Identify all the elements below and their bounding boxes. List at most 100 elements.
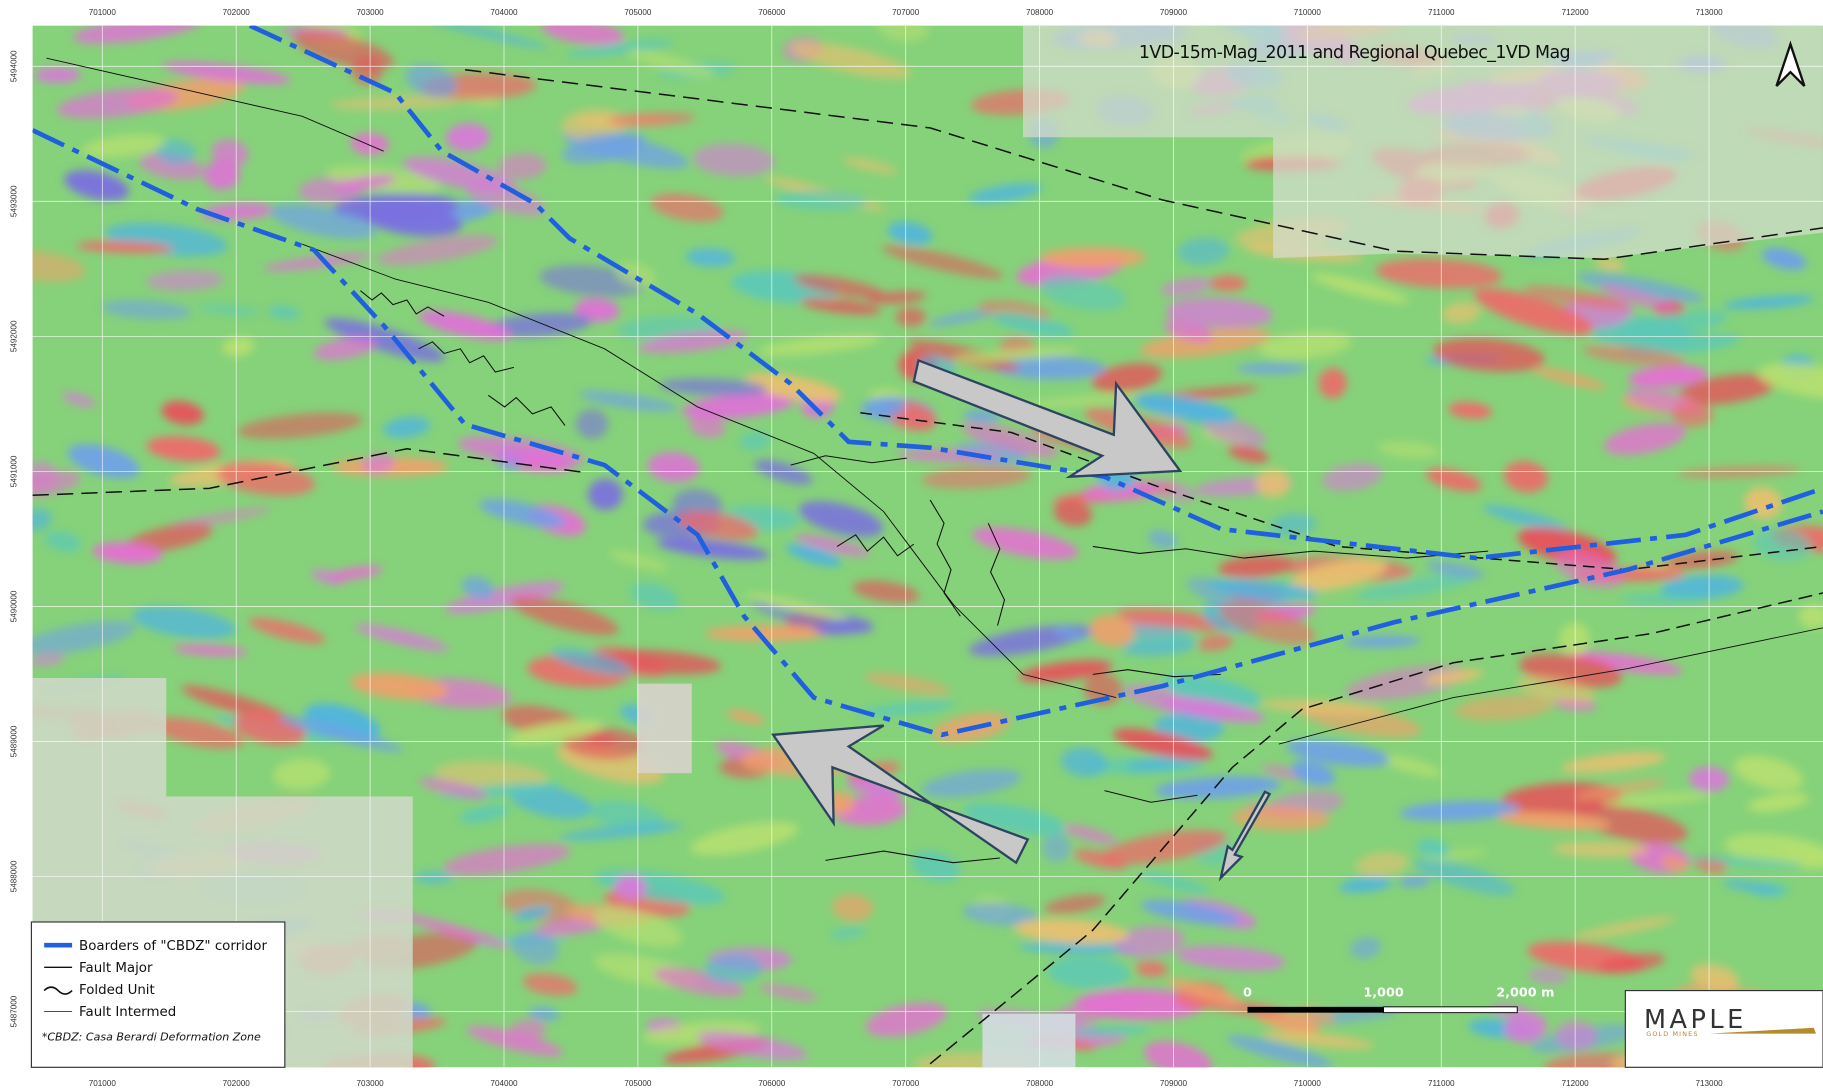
- anomaly: [578, 390, 678, 412]
- scale-label: 2,000 m: [1496, 985, 1554, 1000]
- anomaly: [162, 61, 291, 84]
- anomaly: [405, 64, 458, 98]
- anomaly: [434, 760, 548, 789]
- anomaly: [149, 717, 244, 749]
- scale-segment: [1247, 1006, 1384, 1013]
- anomaly: [860, 397, 906, 419]
- anomaly: [928, 310, 991, 326]
- scale-bar: 0 1,000 2,000 m: [1243, 985, 1554, 1014]
- anomaly: [486, 312, 592, 338]
- anomaly: [1039, 275, 1126, 311]
- anomaly: [541, 25, 624, 45]
- anomaly: [759, 983, 818, 1001]
- anomaly: [1208, 579, 1319, 600]
- anomaly: [445, 123, 490, 152]
- anomaly: [1398, 876, 1431, 887]
- anomaly: [506, 720, 604, 745]
- legend-label: Folded Unit: [79, 983, 155, 998]
- anomaly: [273, 758, 331, 790]
- anomaly: [1053, 624, 1086, 642]
- anomaly: [124, 523, 213, 553]
- anomaly: [248, 617, 326, 644]
- anomaly: [1553, 550, 1624, 589]
- anomaly: [155, 139, 197, 165]
- anomaly: [161, 400, 204, 425]
- anomaly: [32, 653, 66, 667]
- x-coord-label: 702000: [223, 1079, 251, 1088]
- anomaly: [1083, 673, 1123, 706]
- anomaly: [101, 299, 192, 320]
- logo-name: MAPLE: [1644, 1005, 1747, 1035]
- anomaly: [324, 318, 446, 362]
- anomaly: [1565, 651, 1683, 675]
- anomaly: [1678, 374, 1777, 405]
- anomaly: [1139, 328, 1272, 358]
- fault-major: [464, 69, 1823, 261]
- anomaly: [1474, 288, 1594, 336]
- anomaly: [1053, 500, 1093, 527]
- anomaly: [1355, 573, 1475, 601]
- anomaly: [1661, 855, 1689, 872]
- x-coord-label: 709000: [1160, 8, 1188, 17]
- x-coord-label: 711000: [1428, 1079, 1455, 1088]
- x-coord-label: 704000: [490, 8, 518, 17]
- legend-label: Fault Major: [79, 961, 153, 976]
- anomaly: [509, 785, 593, 819]
- anomaly: [1601, 792, 1712, 806]
- scale-label: 1,000: [1363, 985, 1403, 1000]
- anomaly: [1177, 237, 1230, 265]
- anomaly: [464, 180, 546, 216]
- anomaly: [1116, 607, 1229, 632]
- anomaly: [739, 431, 771, 451]
- y-coord-label: 5493000: [9, 185, 18, 217]
- anomaly: [857, 700, 956, 717]
- map-title: 1VD-15m-Mag_2011 and Regional Quebec_1VD…: [1139, 43, 1570, 63]
- anomaly: [1165, 297, 1273, 329]
- anomaly: [895, 307, 926, 327]
- anomaly: [1113, 926, 1185, 958]
- anomaly: [355, 624, 449, 651]
- legend-note: *CBDZ: Casa Berardi Deformation Zone: [42, 1031, 261, 1044]
- anomaly: [1676, 466, 1801, 478]
- anomaly: [650, 193, 724, 222]
- anomaly: [1218, 555, 1294, 578]
- arrow-west: [771, 724, 1030, 865]
- anomaly: [607, 112, 696, 126]
- anomaly: [961, 422, 1059, 458]
- anomaly: [921, 769, 1022, 798]
- anomaly: [204, 159, 241, 190]
- anomaly: [1209, 275, 1247, 291]
- anomaly: [1747, 793, 1809, 812]
- anomaly: [1686, 855, 1805, 869]
- anomaly: [1399, 800, 1520, 822]
- anomaly: [1166, 978, 1244, 1007]
- anomaly: [34, 67, 82, 83]
- anomaly: [1154, 776, 1282, 799]
- y-coord-label: 5494000: [9, 50, 18, 82]
- anomaly: [1197, 634, 1234, 652]
- anomaly: [1379, 754, 1443, 777]
- arrow-small: [1218, 790, 1272, 882]
- anomaly: [1598, 953, 1666, 974]
- anomaly: [685, 248, 736, 267]
- north-arrow: [1775, 40, 1806, 87]
- anomaly: [1344, 635, 1421, 648]
- anomaly: [327, 566, 383, 581]
- anomaly: [815, 620, 873, 635]
- x-coord-label: 703000: [357, 1079, 385, 1088]
- y-coord-label: 5488000: [9, 860, 18, 892]
- faults: [32, 57, 1823, 1065]
- anomaly: [1561, 752, 1667, 773]
- anomaly: [197, 303, 261, 316]
- anomaly: [1075, 988, 1205, 1021]
- x-coord-label: 712000: [1562, 1079, 1590, 1088]
- anomaly: [1060, 747, 1108, 777]
- anomaly: [565, 40, 674, 57]
- anomaly: [689, 416, 726, 438]
- x-coord-label: 702000: [223, 8, 251, 17]
- anomaly: [561, 132, 647, 164]
- anomaly: [609, 550, 668, 571]
- anomaly: [696, 1031, 808, 1061]
- anomaly: [1503, 461, 1548, 493]
